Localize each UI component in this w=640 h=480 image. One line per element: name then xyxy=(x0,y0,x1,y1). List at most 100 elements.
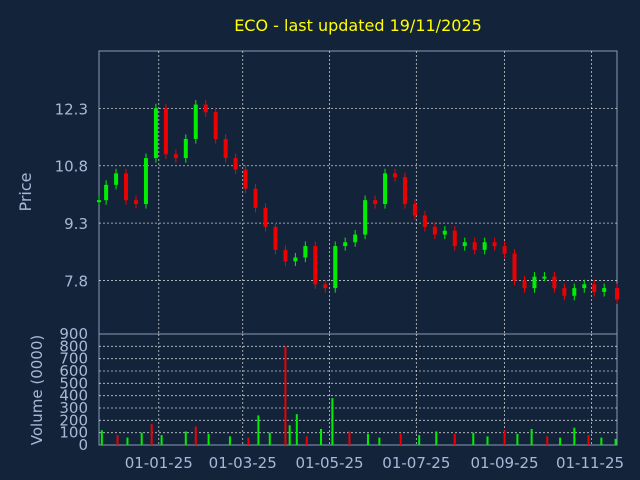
price-tick-label: 12.3 xyxy=(55,100,88,118)
volume-tick-label: 600 xyxy=(59,362,88,380)
price-candle xyxy=(243,169,248,189)
x-tick-label: 01-05-25 xyxy=(295,454,363,472)
price-candle xyxy=(143,158,148,204)
price-candle xyxy=(592,284,597,292)
price-candle xyxy=(203,104,208,113)
volume-bar xyxy=(378,437,381,445)
price-candle xyxy=(223,138,228,159)
volume-bar xyxy=(348,431,351,445)
price-candle xyxy=(173,154,178,159)
price-candle xyxy=(183,138,188,159)
volume-bar xyxy=(284,346,287,445)
price-candle xyxy=(163,108,168,155)
price-candle xyxy=(193,104,198,139)
price-candle xyxy=(562,288,567,296)
price-candle xyxy=(97,200,101,203)
price-candle xyxy=(412,203,417,216)
volume-tick-label: 0 xyxy=(78,436,88,454)
volume-bar xyxy=(320,428,322,445)
volume-series xyxy=(100,346,617,445)
price-candle xyxy=(572,288,577,296)
volume-bar xyxy=(366,433,369,445)
price-candle xyxy=(114,173,119,185)
volume-bar xyxy=(573,427,576,445)
volume-bar xyxy=(559,437,562,445)
volume-bar xyxy=(399,433,402,445)
volume-bar xyxy=(530,428,533,445)
price-candle xyxy=(512,253,517,281)
volume-bar xyxy=(247,437,250,445)
price-candle xyxy=(263,207,268,227)
price-candle xyxy=(402,177,407,204)
volume-bar xyxy=(486,436,489,445)
volume-plot-frame xyxy=(98,333,618,446)
price-y-axis: 12.3 10.8 9.3 7.8 xyxy=(55,100,88,290)
volume-tick-label: 500 xyxy=(59,374,88,392)
price-candle xyxy=(363,200,368,235)
volume-bar xyxy=(546,436,549,445)
price-candle xyxy=(452,230,457,247)
volume-tick-label: 800 xyxy=(59,337,88,355)
price-candle xyxy=(462,242,467,247)
price-candle xyxy=(552,276,557,289)
volume-tick-label: 400 xyxy=(59,387,88,405)
volume-bar xyxy=(435,431,438,445)
price-candle xyxy=(233,158,238,170)
price-candle xyxy=(134,200,138,204)
price-candle xyxy=(492,242,497,247)
price-candle xyxy=(104,184,109,201)
price-y-axis-label: Price xyxy=(16,172,35,211)
price-grid xyxy=(99,51,617,334)
price-candle xyxy=(383,173,388,204)
price-candle xyxy=(273,226,278,250)
price-candle xyxy=(422,215,427,227)
x-tick-label: 01-03-25 xyxy=(209,454,277,472)
price-series xyxy=(97,99,619,305)
volume-bar xyxy=(587,435,590,445)
price-candle xyxy=(333,246,338,289)
x-tick-label: 01-11-25 xyxy=(556,454,624,472)
price-candle xyxy=(472,242,477,250)
volume-bar xyxy=(228,436,231,445)
volume-bar xyxy=(207,433,210,445)
volume-bar xyxy=(600,437,603,445)
price-tick-label: 9.3 xyxy=(64,215,88,233)
volume-tick-label: 700 xyxy=(59,350,88,368)
price-candle xyxy=(532,276,537,289)
price-candle xyxy=(432,226,437,235)
price-candle xyxy=(393,173,397,178)
volume-bar xyxy=(194,426,197,445)
price-candle xyxy=(213,112,218,139)
volume-grid xyxy=(99,334,617,445)
volume-bar xyxy=(516,433,519,445)
volume-bar xyxy=(126,437,129,445)
x-tick-label: 01-01-25 xyxy=(125,454,193,472)
volume-bar xyxy=(268,432,271,445)
volume-tick-label: 300 xyxy=(59,399,88,417)
volume-tick-label: 900 xyxy=(59,325,88,343)
price-candle xyxy=(353,234,358,243)
chart-title: ECO - last updated 19/11/2025 xyxy=(234,16,482,35)
price-candle xyxy=(323,284,328,289)
price-candle xyxy=(303,246,308,258)
price-panel: 12.3 10.8 9.3 7.8 Price xyxy=(16,50,619,335)
volume-bar xyxy=(100,430,103,445)
volume-tick-label: 200 xyxy=(59,411,88,429)
volume-bar xyxy=(295,414,298,445)
price-tick-label: 7.8 xyxy=(64,272,88,290)
volume-tick-label: 100 xyxy=(59,424,88,442)
volume-bar xyxy=(288,425,291,445)
volume-bar xyxy=(503,430,506,445)
volume-bar xyxy=(184,431,187,445)
volume-bar xyxy=(418,435,421,445)
price-candle xyxy=(615,288,619,300)
volume-bar xyxy=(150,424,153,445)
volume-bar xyxy=(472,432,475,445)
volume-bar xyxy=(331,398,334,445)
price-tick-label: 10.8 xyxy=(55,158,88,176)
price-candle xyxy=(313,246,318,285)
x-tick-label: 01-07-25 xyxy=(382,454,450,472)
price-candle xyxy=(293,257,298,262)
